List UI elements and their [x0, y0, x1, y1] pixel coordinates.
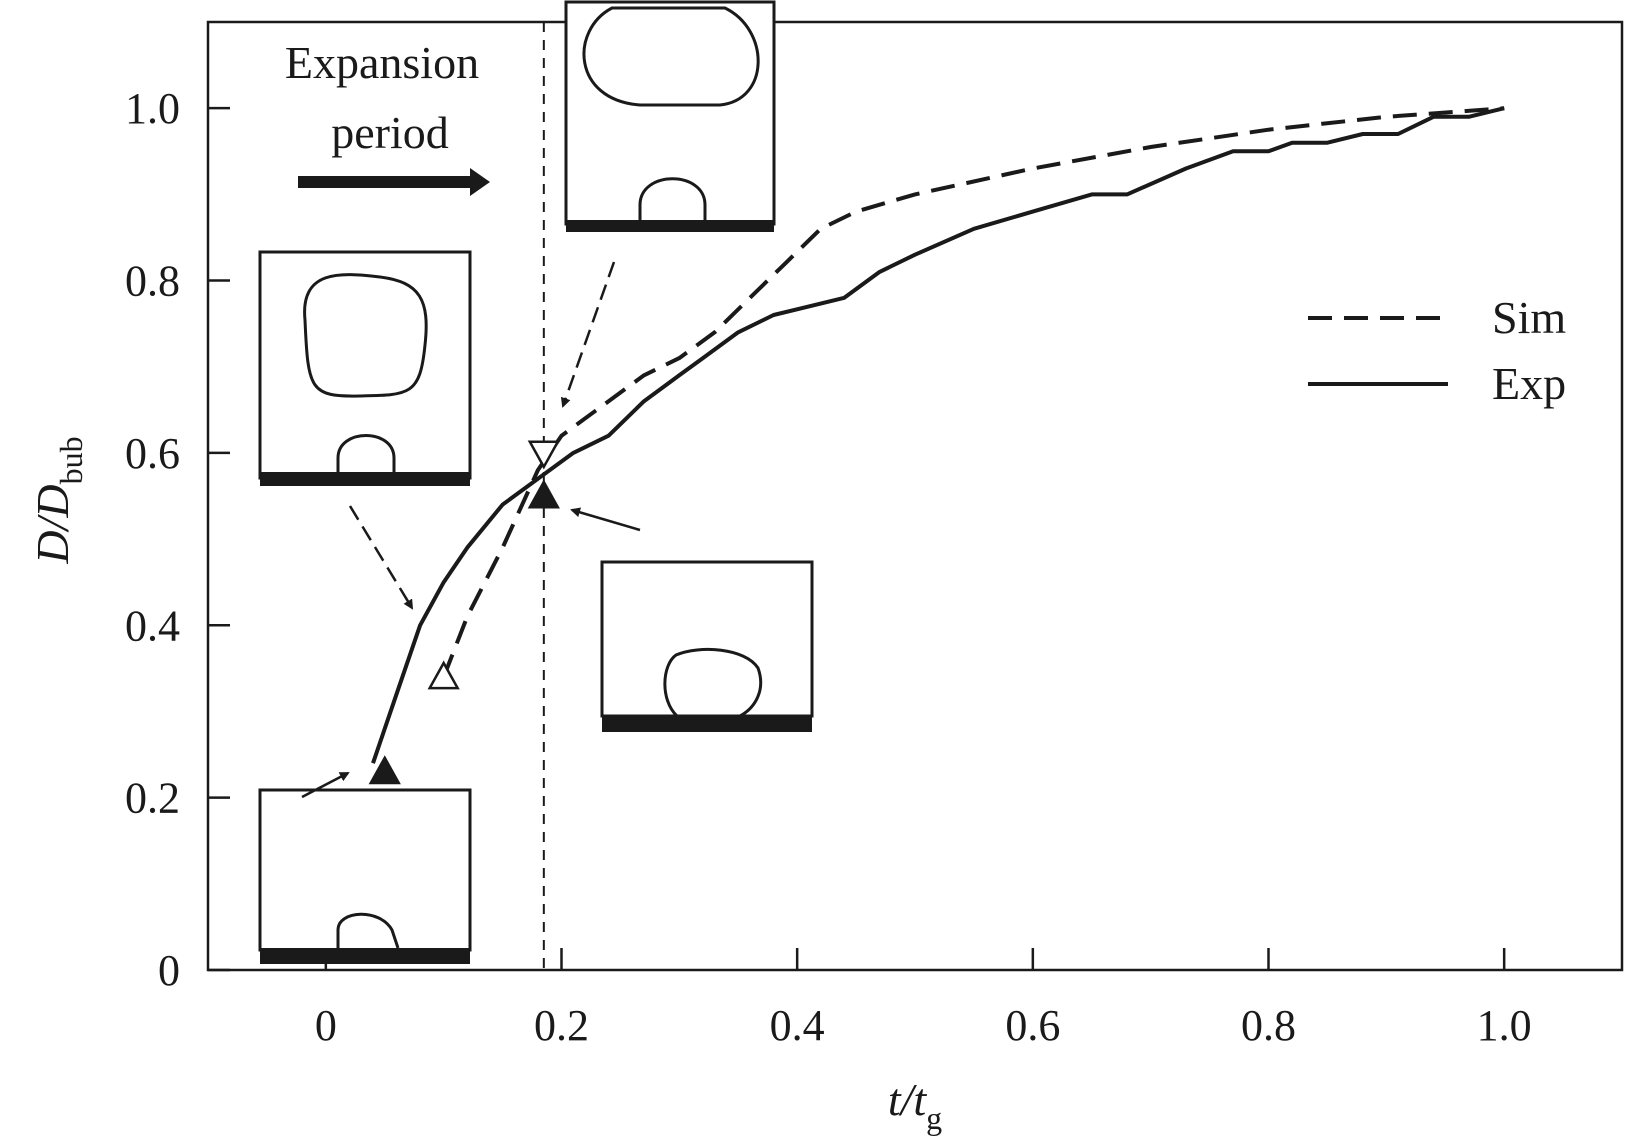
plot-frame: [206, 20, 1624, 972]
annotation-line1: Expansion: [285, 37, 479, 88]
x-axis-ticks: 0 0.2 0.4 0.6 0.8 1.0: [315, 948, 1532, 1050]
pointer-arrow-upper-left: [348, 505, 414, 610]
marker-triangle-up: [527, 479, 560, 509]
marker-triangle-down: [527, 440, 560, 470]
y-tick-label: 0.4: [125, 601, 180, 650]
pointer-arrow-right: [570, 507, 641, 532]
y-tick-label: 1.0: [125, 84, 180, 133]
x-tick-label: 0.8: [1241, 1001, 1296, 1050]
y-axis-title: D/Dbub: [27, 436, 89, 564]
series-layer: [371, 106, 1505, 764]
marker-triangle-up: [427, 660, 460, 690]
pointer-arrow-top: [560, 261, 616, 408]
series-line-exp: [371, 106, 1505, 764]
y-tick-label: 0: [158, 946, 180, 995]
inset-top: [564, 0, 776, 232]
pointer-arrow-bottom-left: [301, 771, 350, 799]
x-axis-title: t/tg: [888, 1074, 942, 1136]
x-tick-label: 0.4: [770, 1001, 825, 1050]
x-tick-label: 1.0: [1477, 1001, 1532, 1050]
y-axis-title-main: D/D: [27, 484, 78, 564]
x-axis-title-sub: g: [926, 1100, 942, 1136]
y-tick-label: 0.8: [125, 257, 180, 306]
y-tick-label: 0.2: [125, 774, 180, 823]
legend: Sim Exp: [1308, 292, 1566, 409]
series-line-sim: [441, 106, 1505, 678]
annotation-line2: period: [331, 107, 449, 158]
x-axis-title-main: t/t: [888, 1074, 928, 1125]
legend-label-exp: Exp: [1492, 358, 1566, 409]
marker-layer: [368, 440, 560, 785]
x-tick-label: 0: [315, 1001, 337, 1050]
inset-upper-left: [258, 250, 472, 486]
x-tick-label: 0.2: [534, 1001, 589, 1050]
x-tick-label: 0.6: [1005, 1001, 1060, 1050]
legend-label-sim: Sim: [1492, 292, 1566, 343]
y-axis-title-sub: bub: [53, 436, 89, 484]
y-axis-ticks: 0 0.2 0.4 0.6 0.8 1.0: [125, 84, 230, 995]
y-tick-label: 0.6: [125, 429, 180, 478]
expansion-arrow: [298, 168, 490, 196]
inset-bottom-left: [258, 788, 472, 964]
marker-triangle-up: [368, 755, 401, 785]
inset-right: [600, 560, 814, 732]
